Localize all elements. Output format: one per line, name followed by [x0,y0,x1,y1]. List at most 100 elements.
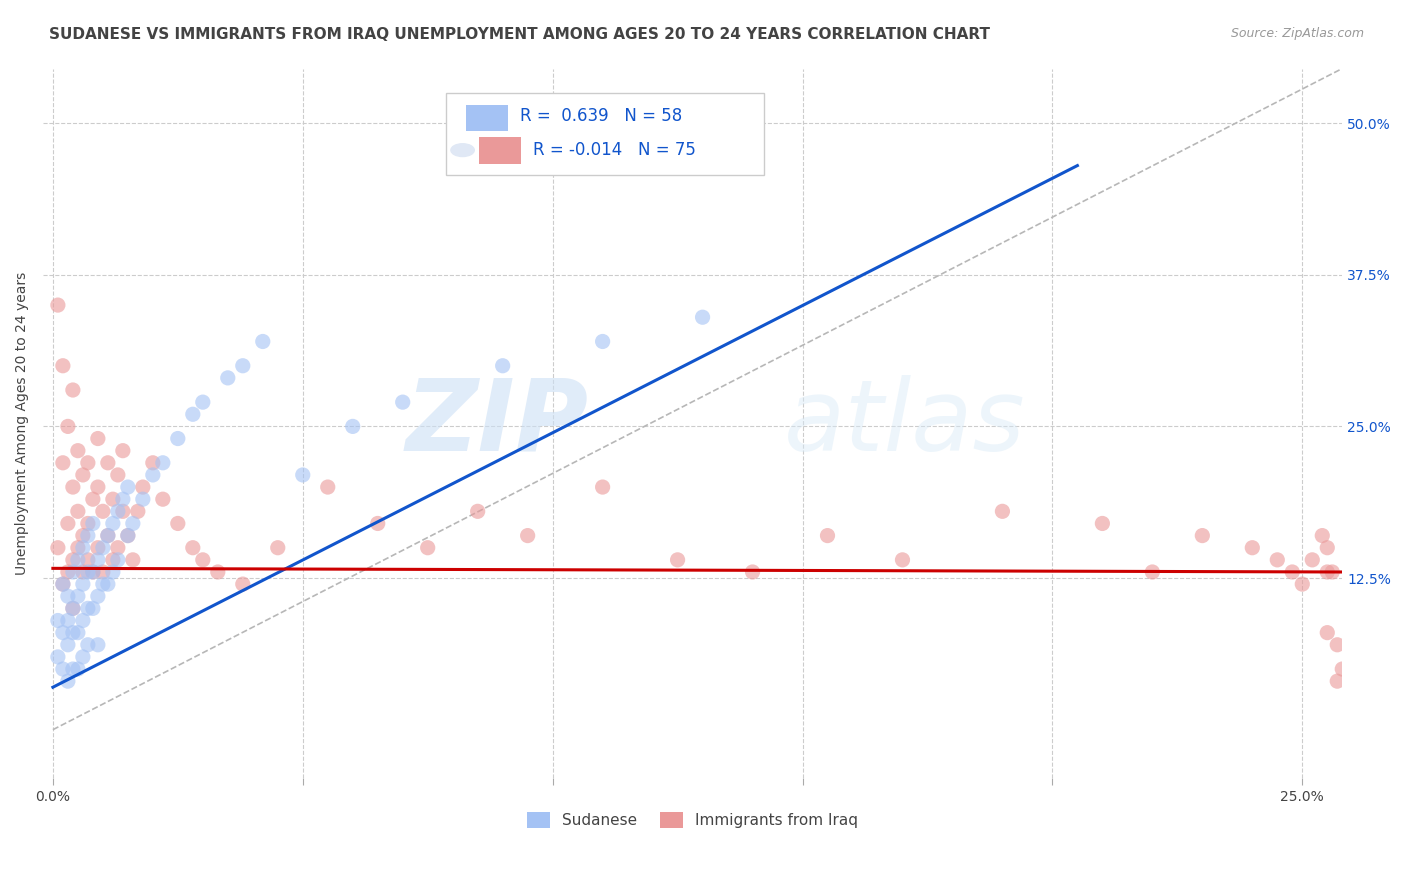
Point [56,419,79,434]
Point [152,456,174,470]
Point [62,480,84,494]
Point [62,565,84,579]
Point [267,541,290,555]
Point [117,528,139,542]
Point [87,480,110,494]
Point [72,467,94,482]
Point [46,649,69,664]
Point [111,504,134,518]
Point [107,467,129,482]
Point [66,662,89,676]
Point [367,516,389,531]
Point [62,601,84,615]
Point [1326,638,1348,652]
Point [1316,625,1339,640]
Point [1301,553,1323,567]
Point [72,565,94,579]
Point [217,371,239,385]
Point [1326,674,1348,689]
Point [87,541,110,555]
Point [76,565,98,579]
Point [82,492,104,507]
Point [232,577,254,591]
Point [101,565,124,579]
Text: atlas: atlas [783,375,1025,472]
Point [107,553,129,567]
Text: ZIP: ZIP [405,375,589,472]
Point [72,528,94,542]
FancyBboxPatch shape [479,137,522,163]
Point [82,565,104,579]
Circle shape [451,144,474,156]
Point [1281,565,1303,579]
Point [117,528,139,542]
Point [76,553,98,567]
Point [66,625,89,640]
Point [1191,528,1213,542]
Point [66,443,89,458]
Point [252,334,274,349]
Point [1316,565,1339,579]
Point [467,504,489,518]
Point [416,541,439,555]
Point [142,456,165,470]
Point [46,541,69,555]
Point [62,383,84,397]
Point [52,359,75,373]
Point [52,625,75,640]
Point [1310,528,1333,542]
Point [142,467,165,482]
Point [666,553,689,567]
Point [152,492,174,507]
Point [107,541,129,555]
Point [66,504,89,518]
Point [66,541,89,555]
Point [66,553,89,567]
Point [52,577,75,591]
Point [82,516,104,531]
Point [56,614,79,628]
FancyBboxPatch shape [467,104,508,131]
Point [87,432,110,446]
Point [82,601,104,615]
Point [52,456,75,470]
Point [56,565,79,579]
Point [166,516,188,531]
Point [76,528,98,542]
Point [592,334,614,349]
Point [817,528,839,542]
Point [191,553,214,567]
Point [91,541,114,555]
Point [46,614,69,628]
Point [97,528,120,542]
Point [127,504,149,518]
Point [82,565,104,579]
Point [1322,565,1344,579]
Point [207,565,229,579]
Point [76,638,98,652]
Point [76,456,98,470]
Point [692,310,714,325]
Point [101,553,124,567]
Point [76,516,98,531]
Text: R =  0.639   N = 58: R = 0.639 N = 58 [520,107,682,125]
Y-axis label: Unemployment Among Ages 20 to 24 years: Unemployment Among Ages 20 to 24 years [15,272,30,575]
Point [101,516,124,531]
Point [62,601,84,615]
Point [991,504,1014,518]
Point [741,565,763,579]
Point [291,467,314,482]
Point [492,359,515,373]
Point [62,625,84,640]
Point [1142,565,1164,579]
FancyBboxPatch shape [446,94,763,175]
Point [56,589,79,603]
Point [87,589,110,603]
Point [891,553,914,567]
Point [72,577,94,591]
Point [72,649,94,664]
Point [107,504,129,518]
Point [1291,577,1313,591]
Point [316,480,339,494]
Point [342,419,364,434]
